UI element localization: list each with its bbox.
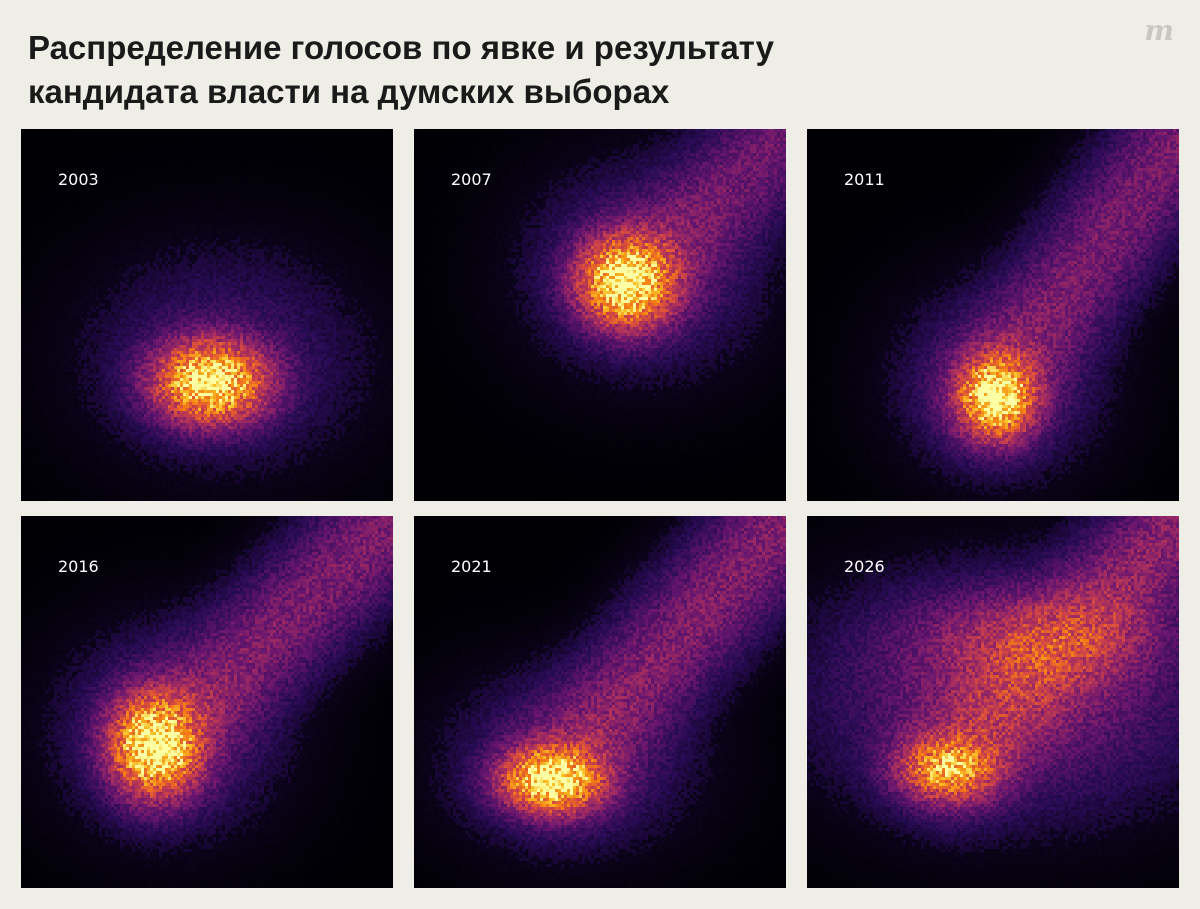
heatmap-panel-2026: 2026 — [807, 516, 1179, 888]
heatmap-panel-2007: 2007 — [414, 129, 786, 501]
panel-year-label: 2026 — [844, 557, 885, 576]
heatmap-panel-2016: 2016 — [21, 516, 393, 888]
heatmap-canvas-2011 — [807, 129, 1179, 501]
panel-year-label: 2003 — [58, 170, 99, 189]
heatmap-canvas-2026 — [807, 516, 1179, 888]
heatmap-canvas-2021 — [414, 516, 786, 888]
page-title: Распределение голосов по явке и результа… — [28, 26, 928, 114]
meduza-logo: m — [1144, 14, 1174, 47]
heatmap-panel-2021: 2021 — [414, 516, 786, 888]
panel-year-label: 2016 — [58, 557, 99, 576]
title-line-1: Распределение голосов по явке и результа… — [28, 29, 775, 66]
heatmap-panel-2011: 2011 — [807, 129, 1179, 501]
heatmap-canvas-2016 — [21, 516, 393, 888]
heatmap-canvas-2007 — [414, 129, 786, 501]
panel-year-label: 2011 — [844, 170, 885, 189]
heatmap-canvas-2003 — [21, 129, 393, 501]
panel-year-label: 2007 — [451, 170, 492, 189]
title-line-2: кандидата власти на думских выборах — [28, 73, 670, 110]
heatmap-panel-2003: 2003 — [21, 129, 393, 501]
panel-year-label: 2021 — [451, 557, 492, 576]
